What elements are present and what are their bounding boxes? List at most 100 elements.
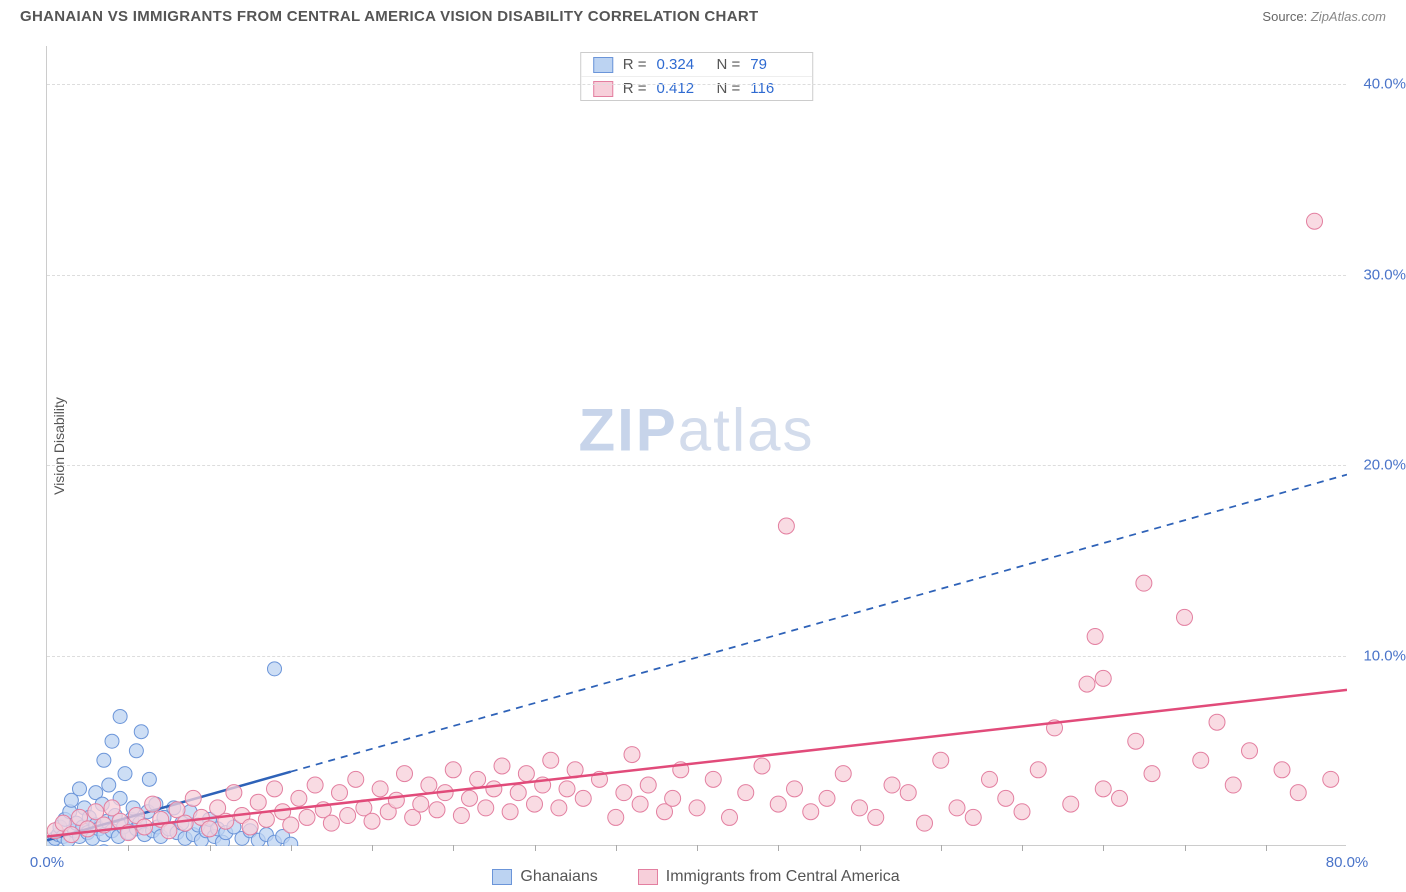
x-tick [291,845,292,851]
data-point [1079,676,1095,692]
data-point [364,813,380,829]
y-tick-label: 20.0% [1363,457,1406,474]
n-value-1: 116 [750,80,800,97]
data-point [689,800,705,816]
data-point [421,777,437,793]
swatch-icon [638,869,658,885]
legend-item-1: Immigrants from Central America [638,868,900,886]
data-point [551,800,567,816]
data-point [118,767,132,781]
data-point [102,778,116,792]
r-value-1: 0.412 [657,80,707,97]
x-tick [616,845,617,851]
gridline [47,275,1346,276]
data-point [965,809,981,825]
data-point [462,790,478,806]
data-point [445,762,461,778]
swatch-series-1 [593,81,613,97]
data-point [105,734,119,748]
data-point [145,796,161,812]
data-point [770,796,786,812]
x-tick [128,845,129,851]
data-point [1323,771,1339,787]
data-point [453,808,469,824]
data-point [722,809,738,825]
data-point [494,758,510,774]
data-point [202,821,218,837]
y-tick-label: 10.0% [1363,647,1406,664]
y-tick-label: 40.0% [1363,76,1406,93]
x-tick [210,845,211,851]
r-value-0: 0.324 [657,56,707,73]
data-point [486,781,502,797]
x-tick [697,845,698,851]
data-point [134,725,148,739]
data-point [1307,213,1323,229]
x-tick [1103,845,1104,851]
data-point [267,781,283,797]
gridline [47,84,1346,85]
source-value: ZipAtlas.com [1311,9,1386,24]
data-point [640,777,656,793]
data-point [1225,777,1241,793]
n-value-0: 79 [750,56,800,73]
data-point [510,785,526,801]
data-point [543,752,559,768]
correlation-legend: R = 0.324 N = 79 R = 0.412 N = 116 [580,52,814,101]
data-point [470,771,486,787]
x-tick [453,845,454,851]
data-point [388,792,404,808]
n-label: N = [717,56,741,73]
data-point [1144,766,1160,782]
data-point [80,821,96,837]
data-point [299,809,315,825]
data-point [933,752,949,768]
data-point [559,781,575,797]
x-tick [1022,845,1023,851]
data-point [835,766,851,782]
x-tick [941,845,942,851]
data-point [1095,781,1111,797]
chart-area: ZIPatlas R = 0.324 N = 79 R = 0.412 N = … [46,46,1346,846]
data-point [332,785,348,801]
data-point [1274,762,1290,778]
data-point [616,785,632,801]
data-point [413,796,429,812]
data-point [738,785,754,801]
plot-region: ZIPatlas R = 0.324 N = 79 R = 0.412 N = … [46,46,1346,846]
data-point [1112,790,1128,806]
data-point [527,796,543,812]
n-label: N = [717,80,741,97]
data-point [1063,796,1079,812]
y-tick-label: 30.0% [1363,266,1406,283]
legend-item-0: Ghanaians [492,868,597,886]
x-tick [1185,845,1186,851]
x-tick [1266,845,1267,851]
data-point [982,771,998,787]
data-point [340,808,356,824]
x-tick [860,845,861,851]
data-point [258,811,274,827]
data-point [819,790,835,806]
chart-header: GHANAIAN VS IMMIGRANTS FROM CENTRAL AMER… [0,0,1406,25]
data-point [161,823,177,839]
data-point [1209,714,1225,730]
data-point [1177,609,1193,625]
data-point [478,800,494,816]
legend-label-1: Immigrants from Central America [666,868,900,886]
data-point [1290,785,1306,801]
data-point [1242,743,1258,759]
data-point [1014,804,1030,820]
source-attribution: Source: ZipAtlas.com [1262,9,1386,24]
data-point [754,758,770,774]
gridline [47,465,1346,466]
data-point [348,771,364,787]
data-point [1095,670,1111,686]
data-point [113,709,127,723]
source-label: Source: [1262,9,1307,24]
legend-row-series-1: R = 0.412 N = 116 [581,76,813,100]
data-point [283,817,299,833]
data-point [129,744,143,758]
scatter-svg [47,46,1347,846]
data-point [575,790,591,806]
